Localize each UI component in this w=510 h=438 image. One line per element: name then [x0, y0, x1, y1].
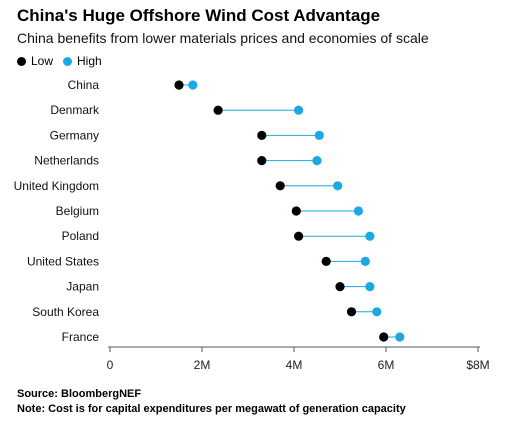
- category-label-0: China: [68, 78, 100, 92]
- high-point-2: [314, 130, 324, 140]
- legend-item-high: High: [63, 54, 102, 68]
- low-point-1: [213, 105, 223, 115]
- low-point-3: [257, 156, 267, 166]
- low-point-0: [174, 80, 184, 90]
- low-point-6: [294, 231, 304, 241]
- high-point-3: [312, 156, 322, 166]
- x-tick-label-4: $8M: [466, 358, 489, 372]
- legend-label-high: High: [77, 54, 102, 68]
- category-label-6: Poland: [62, 229, 99, 243]
- high-point-8: [365, 282, 375, 292]
- low-point-7: [321, 256, 331, 266]
- legend: Low High: [17, 54, 112, 68]
- category-label-4: United Kingdom: [14, 179, 99, 193]
- high-point-4: [333, 181, 343, 191]
- x-tick-label-3: 6M: [378, 358, 395, 372]
- low-point-8: [335, 282, 345, 292]
- category-label-5: Belgium: [56, 204, 99, 218]
- chart-subtitle: China benefits from lower materials pric…: [17, 30, 429, 46]
- low-point-9: [346, 307, 357, 317]
- low-point-2: [257, 130, 267, 140]
- high-point-5: [353, 206, 363, 216]
- chart-footer: Source: BloombergNEF Note: Cost is for c…: [17, 387, 406, 417]
- x-tick-label-0: 0: [107, 358, 114, 372]
- legend-dot-low: [17, 56, 26, 66]
- low-point-10: [379, 332, 389, 342]
- category-label-8: Japan: [66, 280, 99, 294]
- x-tick-label-2: 4M: [286, 358, 303, 372]
- low-point-4: [275, 181, 285, 191]
- category-label-1: Denmark: [50, 103, 100, 117]
- category-label-2: Germany: [50, 128, 99, 142]
- category-label-10: France: [62, 330, 100, 344]
- category-label-7: United States: [27, 254, 99, 268]
- source-note: Source: BloombergNEF: [17, 388, 142, 400]
- low-point-5: [291, 206, 301, 216]
- high-point-9: [372, 307, 382, 317]
- legend-dot-high: [63, 56, 73, 66]
- footnote: Note: Cost is for capital expenditures p…: [17, 403, 406, 415]
- chart-title: China's Huge Offshore Wind Cost Advantag…: [17, 6, 381, 25]
- high-point-7: [360, 256, 370, 266]
- high-point-1: [294, 105, 304, 115]
- high-point-0: [188, 80, 198, 90]
- x-tick-label-1: 2M: [194, 358, 211, 372]
- high-point-6: [365, 231, 375, 241]
- high-point-10: [395, 332, 405, 342]
- legend-label-low: Low: [31, 54, 54, 68]
- category-label-3: Netherlands: [34, 154, 99, 168]
- category-label-9: South Korea: [32, 305, 99, 319]
- legend-item-low: Low: [17, 54, 53, 68]
